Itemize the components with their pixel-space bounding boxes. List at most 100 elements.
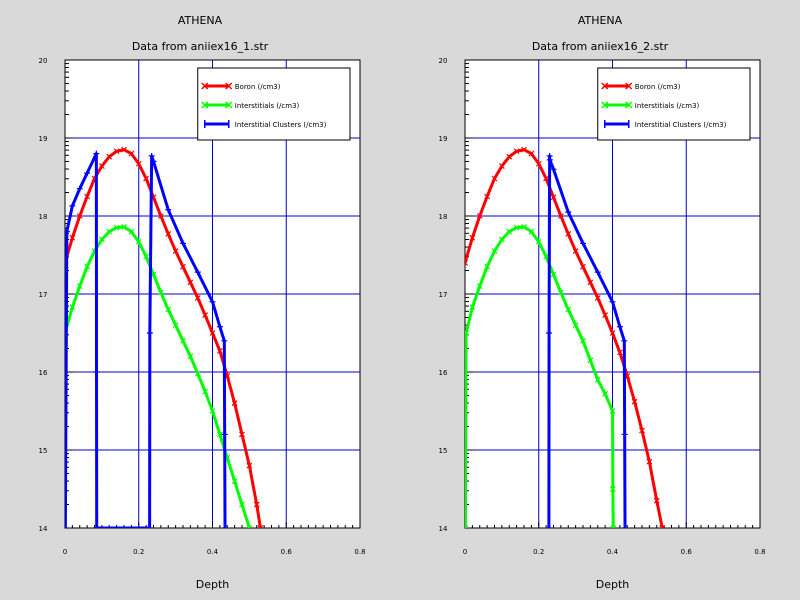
- legend: Boron (/cm3) Interstitials (/cm3) Intersti…: [197, 67, 351, 141]
- data-point: [572, 322, 579, 329]
- data-point: [98, 236, 105, 243]
- data-point: [610, 525, 617, 528]
- data-point: [165, 306, 172, 313]
- x-tick-label: 0.8: [754, 548, 765, 556]
- data-point: [106, 228, 113, 235]
- data-point: [465, 525, 469, 528]
- series-line: [65, 152, 227, 528]
- legend-label: Interstitial Clusters (/cm3): [635, 121, 727, 129]
- x-tick-label: 0.8: [354, 548, 365, 556]
- legend-label: Interstitials (/cm3): [235, 102, 300, 110]
- y-tick-label: 15: [39, 447, 48, 455]
- data-point: [580, 263, 586, 270]
- data-point: [580, 337, 586, 344]
- data-point: [146, 525, 153, 528]
- data-point: [106, 153, 113, 160]
- data-point: [209, 408, 216, 414]
- data-point: [221, 431, 228, 438]
- chart-subtitle: Data from aniiex16_1.str: [132, 40, 269, 53]
- data-point: [543, 175, 550, 182]
- data-point: [222, 525, 229, 528]
- y-tick-label: 16: [439, 369, 448, 377]
- data-point: [484, 193, 491, 200]
- data-point: [594, 294, 601, 301]
- data-point: [602, 312, 609, 318]
- data-point: [491, 248, 498, 255]
- data-point: [528, 150, 535, 157]
- data-point: [69, 304, 76, 311]
- data-point: [113, 148, 120, 155]
- y-tick-label: 18: [39, 213, 48, 221]
- data-point: [143, 175, 150, 182]
- data-point: [521, 223, 527, 230]
- chart-subtitle: Data from aniiex16_2.str: [532, 40, 669, 53]
- data-point: [469, 304, 476, 311]
- series-line: [465, 148, 664, 528]
- data-point: [609, 298, 616, 305]
- data-point: [565, 231, 572, 237]
- x-tick-label: 0.6: [281, 548, 293, 556]
- legend-label: Boron (/cm3): [235, 83, 281, 91]
- data-point: [491, 175, 498, 182]
- data-point: [128, 228, 135, 235]
- data-point: [535, 160, 542, 167]
- legend-marker: [225, 101, 233, 109]
- data-point: [572, 248, 579, 255]
- data-point: [484, 263, 491, 270]
- legend-marker: [601, 101, 609, 109]
- data-point: [128, 150, 135, 157]
- series-1: [465, 146, 666, 528]
- x-tick-label: 0.4: [607, 548, 619, 556]
- legend: Boron (/cm3) Interstitials (/cm3) Intersti…: [597, 67, 751, 141]
- data-point: [221, 337, 228, 344]
- data-point: [587, 357, 594, 364]
- data-point: [187, 353, 194, 360]
- data-point: [469, 234, 476, 241]
- legend-marker: [201, 101, 209, 109]
- y-tick-label: 15: [439, 447, 448, 455]
- legend-marker: [625, 101, 633, 109]
- data-point: [621, 337, 628, 344]
- data-point: [545, 525, 552, 528]
- data-point: [546, 330, 553, 336]
- data-point: [202, 388, 209, 395]
- chart-panel-2: ATHENA Data from aniiex16_2.str 0 0.2 0.4 0.6…: [439, 14, 766, 591]
- data-point: [180, 240, 186, 247]
- y-tick-label: 19: [439, 135, 448, 143]
- y-tick-label: 17: [439, 291, 448, 299]
- y-tick-label: 14: [39, 525, 48, 533]
- data-point: [565, 209, 572, 216]
- data-point: [639, 427, 645, 434]
- data-point: [594, 269, 601, 276]
- data-point: [528, 228, 535, 235]
- data-point: [157, 213, 164, 219]
- data-point: [148, 152, 155, 159]
- data-point: [143, 253, 150, 260]
- x-tick-label: 0.2: [533, 548, 544, 556]
- data-point: [231, 400, 238, 407]
- data-point: [513, 224, 520, 231]
- data-point: [150, 158, 157, 165]
- series-3: [545, 152, 629, 528]
- data-point: [580, 240, 586, 247]
- data-point: [246, 462, 253, 469]
- data-point: [622, 525, 629, 528]
- data-point: [546, 156, 553, 163]
- x-tick-label: 0: [463, 548, 467, 556]
- data-point: [513, 148, 520, 155]
- data-point: [180, 263, 186, 270]
- data-point: [194, 269, 201, 276]
- data-point: [616, 349, 623, 356]
- data-point: [609, 330, 616, 336]
- data-point: [216, 348, 223, 354]
- data-point: [557, 213, 564, 219]
- data-point: [135, 160, 142, 167]
- data-point: [93, 525, 100, 528]
- data-point: [216, 323, 223, 330]
- data-point: [69, 202, 76, 209]
- legend-marker: [225, 82, 233, 90]
- data-point: [216, 431, 223, 438]
- data-point: [465, 259, 468, 266]
- data-point: [557, 289, 564, 296]
- data-point: [631, 398, 638, 405]
